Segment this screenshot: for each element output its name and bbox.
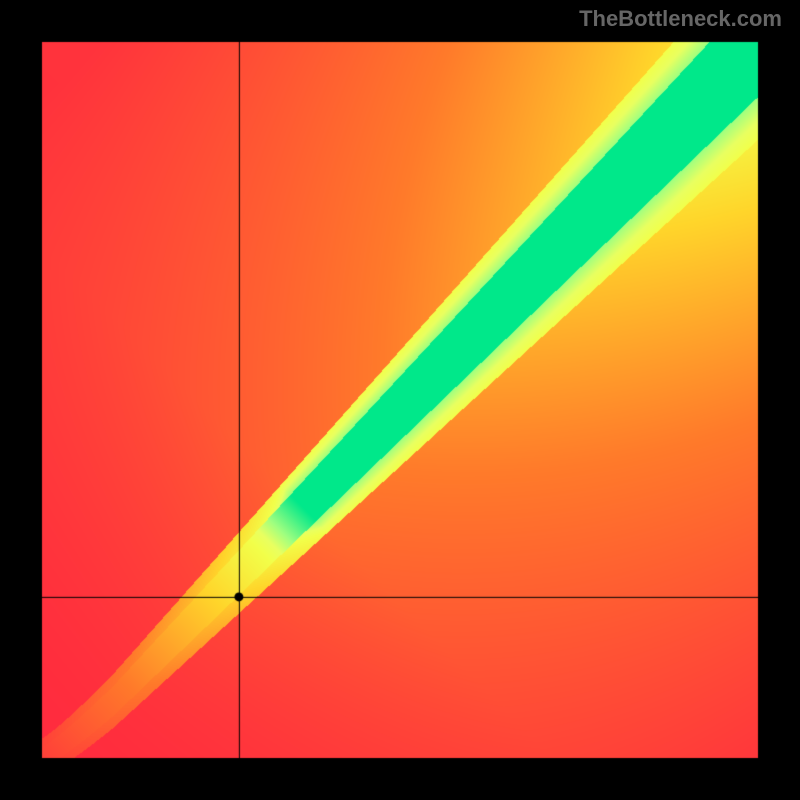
bottleneck-heatmap-canvas [0,0,800,800]
bottleneck-heatmap-container: TheBottleneck.com [0,0,800,800]
attribution-label: TheBottleneck.com [579,6,782,32]
